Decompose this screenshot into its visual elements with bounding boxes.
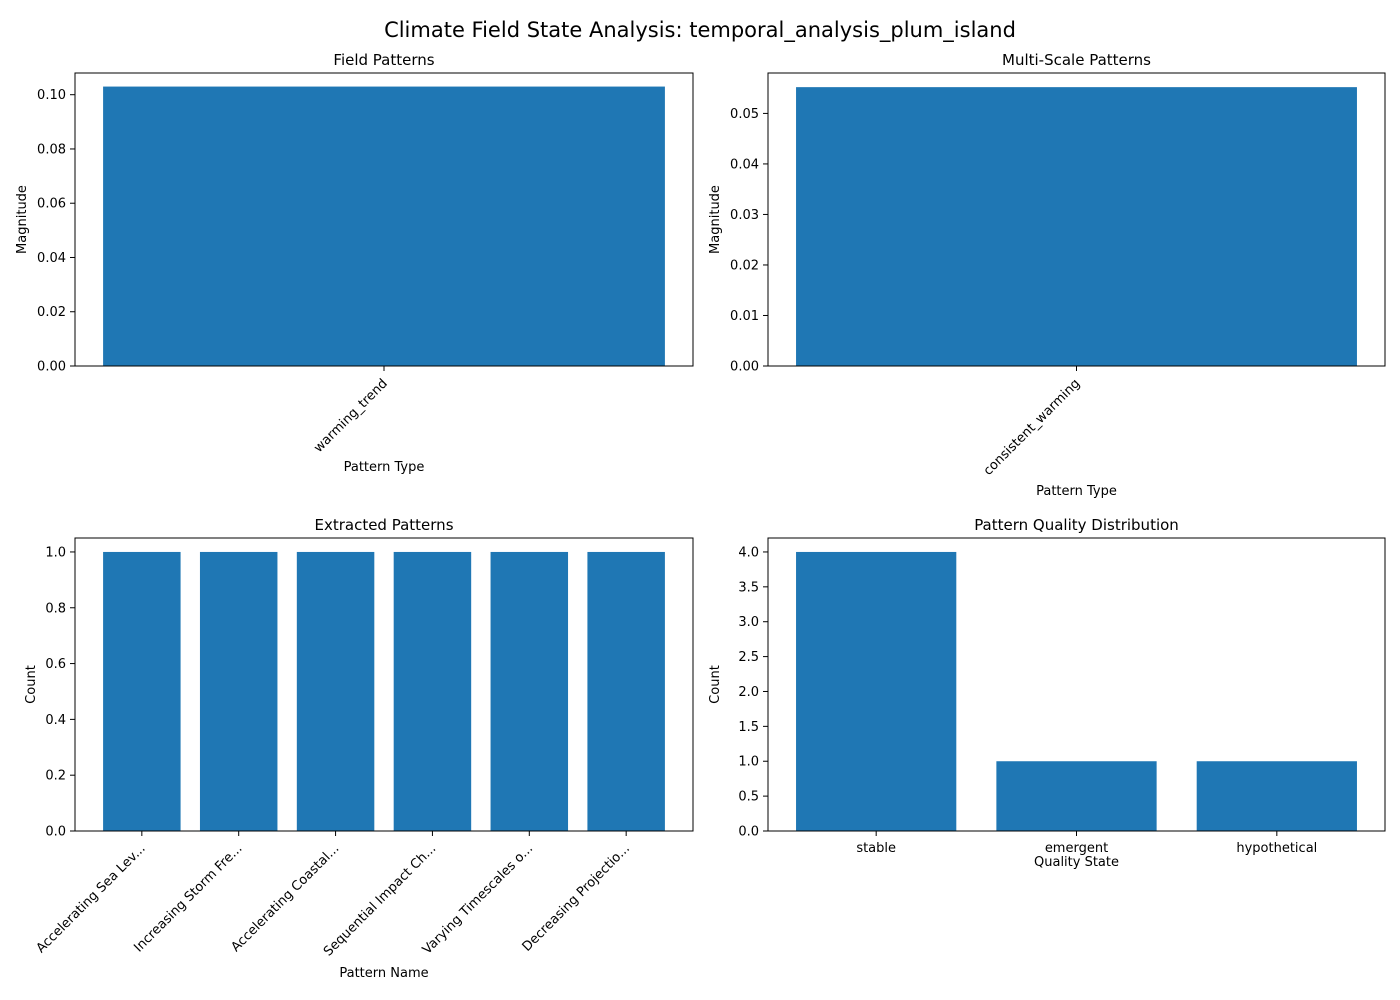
y-tick-label: 1.5 [738, 720, 759, 735]
chart-title: Pattern Quality Distribution [974, 516, 1179, 534]
chart-panel-3: 0.0 0.2 0.4 0.6 0.8 1.0 Accelerating Sea Lev..… [24, 516, 694, 981]
y-tick-label: 0.00 [37, 360, 66, 375]
chart-panel-2: 0.00 0.01 0.02 0.03 0.04 0.05 consistent_warmi… [708, 51, 1386, 499]
y-axis-label: Magnitude [15, 185, 30, 254]
y-tick-label: 0.10 [37, 88, 66, 103]
y-tick-label: 2.0 [738, 685, 759, 700]
x-tick-label: emergent [1045, 841, 1108, 856]
chart-title: Multi-Scale Patterns [1002, 51, 1151, 69]
x-tick-label: Sequential Impact Ch... [321, 841, 439, 959]
chart-title: Extracted Patterns [314, 516, 453, 534]
figure-title: Climate Field State Analysis: temporal_a… [384, 18, 1016, 43]
x-axis-label: Pattern Type [1036, 484, 1117, 499]
y-tick-label: 1.0 [45, 545, 66, 560]
y-tick-label: 0.4 [45, 713, 66, 728]
y-tick-label: 3.0 [738, 615, 759, 630]
y-tick-label: 0.03 [730, 208, 759, 223]
y-tick-label: 0.01 [730, 309, 759, 324]
x-tick-label: Decreasing Projectio... [520, 841, 633, 954]
y-tick-label: 0.08 [37, 142, 66, 157]
bar-1 [103, 551, 181, 831]
x-tick-label: consistent_warming [981, 376, 1083, 478]
x-tick-label: Accelerating Sea Lev... [34, 841, 149, 956]
chart-panel-4: 0.0 0.5 1.0 1.5 2.0 2.5 3.0 3.5 4.0 stable emergen… [708, 516, 1386, 870]
bar-4 [393, 551, 472, 831]
y-tick-label: 0.00 [730, 360, 759, 375]
x-axis-label: Pattern Type [344, 460, 425, 475]
y-tick-label: 2.5 [738, 650, 759, 665]
x-tick-label: stable [856, 841, 896, 856]
x-axis-label: Quality State [1034, 855, 1119, 870]
y-tick-label: 0.8 [45, 601, 66, 616]
y-tick-label: 0.06 [37, 197, 66, 212]
bar-2 [199, 551, 278, 831]
y-tick-label: 0.04 [730, 157, 759, 172]
chart-title: Field Patterns [333, 51, 434, 69]
x-tick-label: Accelerating Coastal... [229, 841, 343, 955]
x-tick-label: hypothetical [1236, 841, 1317, 856]
y-tick-label: 1.0 [738, 755, 759, 770]
y-axis-label: Magnitude [708, 185, 723, 254]
x-tick-label: Varying Timescales o... [420, 841, 536, 957]
x-tick-label: warming_trend [311, 376, 391, 456]
bar-2 [996, 761, 1157, 831]
chart-panel-1: 0.00 0.02 0.04 0.06 0.08 0.10 warming_trend Fie… [15, 51, 694, 475]
y-tick-label: 3.5 [738, 580, 759, 595]
y-tick-label: 0.2 [45, 769, 66, 784]
bar-6 [587, 551, 665, 831]
y-tick-label: 4.0 [738, 545, 759, 560]
y-tick-label: 0.6 [45, 657, 66, 672]
bar-5 [490, 551, 569, 831]
x-axis-label: Pattern Name [339, 966, 428, 981]
y-tick-label: 0.0 [45, 825, 66, 840]
chart-panels: 0.00 0.02 0.04 0.06 0.08 0.10 warming_trend Fie… [15, 51, 1386, 981]
bar-3 [296, 551, 375, 831]
bar-3 [1196, 761, 1357, 831]
y-tick-label: 0.0 [738, 825, 759, 840]
bar-1 [103, 86, 665, 366]
axes-frame [74, 537, 694, 832]
y-tick-label: 0.05 [730, 107, 759, 122]
y-axis-label: Count [708, 665, 723, 704]
y-tick-label: 0.04 [37, 251, 66, 266]
y-tick-label: 0.5 [738, 790, 759, 805]
bar-1 [796, 87, 1357, 366]
y-tick-label: 0.02 [37, 305, 66, 320]
y-tick-label: 0.02 [730, 258, 759, 273]
y-axis-label: Count [24, 665, 39, 704]
bar-1 [796, 551, 957, 831]
x-tick-label: Increasing Storm Fre... [131, 841, 245, 955]
